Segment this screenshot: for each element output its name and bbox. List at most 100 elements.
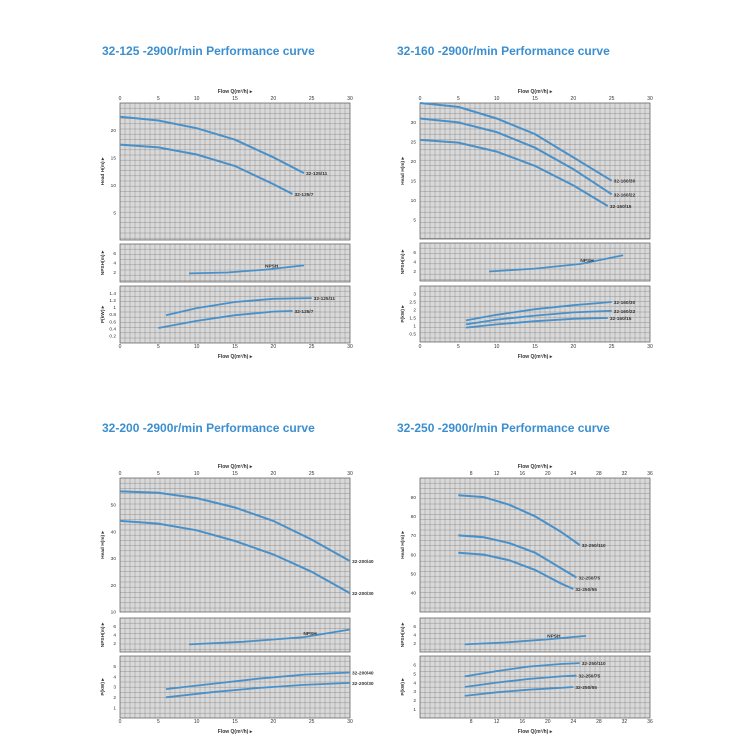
head-y-axis-title: Head H(m) ▸ — [400, 531, 406, 559]
x-tick-label-top: 30 — [347, 471, 353, 477]
npsh-y-axis-title: NPSH(m) ▸ — [100, 622, 106, 647]
x-tick-label-top: 32 — [622, 471, 628, 477]
x-tick-label-bottom: 15 — [232, 344, 238, 350]
x-tick-label-bottom: 10 — [494, 344, 500, 350]
x-tick-label-top: 0 — [419, 96, 422, 102]
power-y-axis-title: P(kW) ▸ — [100, 305, 106, 323]
head-series-label: 32-250/110 — [582, 543, 606, 549]
x-tick-label-bottom: 5 — [157, 719, 160, 725]
chart-panel-32-160: 32-160 -2900r/min Performance curve 0 0 5 5… — [375, 0, 750, 375]
head-series-label: 32-250/75 — [579, 576, 601, 582]
x-tick-label-bottom: 32 — [622, 719, 628, 725]
x-tick-label-bottom: 25 — [309, 344, 315, 350]
power-y-axis-title: P(kW) ▸ — [100, 678, 106, 696]
x-tick-label-top: 36 — [647, 471, 653, 477]
x-tick-label-top: 15 — [532, 96, 538, 102]
x-tick-label-bottom: 5 — [157, 344, 160, 350]
power-y-tick-label: 5 — [113, 664, 116, 670]
x-tick-label-top: 20 — [545, 471, 551, 477]
head-y-tick-label: 10 — [411, 198, 417, 204]
npsh-y-tick-label: 4 — [413, 260, 416, 266]
power-series-label: 32-160/22 — [614, 309, 636, 315]
power-y-tick-label: 1 — [413, 324, 416, 330]
head-y-tick-label: 10 — [111, 183, 117, 189]
power-y-tick-label: 3 — [413, 292, 416, 298]
x-tick-label-top: 8 — [470, 471, 473, 477]
npsh-curve-label: NPSH — [265, 264, 279, 270]
power-curve-32-160-30 — [465, 301, 612, 322]
npsh-curve — [188, 264, 305, 275]
head-y-axis-title: Head H(m) ▸ — [400, 157, 406, 185]
x-tick-label-top: 25 — [309, 471, 315, 477]
power-y-tick-label: 3 — [113, 685, 116, 691]
power-y-tick-label: 0.6 — [109, 319, 116, 325]
power-y-tick-label: 0.4 — [109, 326, 116, 332]
npsh-curve — [488, 254, 624, 273]
x-tick-label-top: 30 — [647, 96, 653, 102]
x-tick-label-top: 5 — [157, 471, 160, 477]
npsh-y-tick-label: 6 — [413, 250, 416, 256]
x-tick-label-top: 25 — [609, 96, 615, 102]
head-curve-32-200-40 — [119, 490, 351, 562]
npsh-y-tick-label: 2 — [413, 641, 416, 647]
chart-title: 32-250 -2900r/min Performance curve — [397, 421, 610, 435]
head-series-label: 32-160/30 — [614, 179, 636, 185]
x-tick-label-bottom: 16 — [519, 719, 525, 725]
head-curve-32-250-55 — [458, 551, 574, 590]
x-tick-label-bottom: 20 — [271, 719, 277, 725]
chart-title: 32-125 -2900r/min Performance curve — [102, 44, 315, 58]
npsh-y-tick-label: 2 — [113, 270, 116, 276]
head-series-label: 32-200/30 — [352, 591, 374, 597]
head-y-tick-label: 60 — [411, 552, 417, 558]
head-y-tick-label: 40 — [411, 591, 417, 597]
x-tick-label-bottom: 0 — [119, 344, 122, 350]
x-tick-label-bottom: 30 — [347, 344, 353, 350]
head-series-label: 32-160/15 — [610, 204, 632, 210]
x-tick-label-bottom: 20 — [545, 719, 551, 725]
x-tick-label-top: 10 — [494, 96, 500, 102]
head-curve-32-125-7 — [119, 143, 293, 195]
power-series-label: 32-250/75 — [579, 673, 601, 679]
x-tick-label-bottom: 25 — [609, 344, 615, 350]
power-y-tick-label: 0.5 — [409, 332, 416, 338]
power-curve-32-160-22 — [465, 309, 612, 326]
head-y-tick-label: 30 — [111, 556, 117, 562]
x-tick-label-bottom: 10 — [194, 344, 200, 350]
power-y-axis-title: P(kW) ▸ — [400, 678, 406, 696]
power-series-label: 32-250/110 — [582, 661, 606, 667]
head-y-tick-label: 25 — [411, 140, 417, 146]
x-axis-title-bottom: Flow Q(m³/h) ▸ — [518, 354, 553, 360]
chart-panel-32-200: 32-200 -2900r/min Performance curve 0 0 5 5… — [0, 375, 375, 750]
x-tick-label-bottom: 10 — [194, 719, 200, 725]
head-curve-32-160-15 — [419, 138, 609, 207]
x-axis-title-bottom: Flow Q(m³/h) ▸ — [218, 354, 253, 360]
x-tick-label-bottom: 30 — [347, 719, 353, 725]
x-tick-label-top: 24 — [571, 471, 577, 477]
x-axis-title-top: Flow Q(m³/h) ▸ — [518, 464, 553, 470]
x-tick-label-bottom: 30 — [647, 344, 653, 350]
power-y-axis-title: P(kW) ▸ — [400, 305, 406, 323]
head-series-label: 32-250/55 — [575, 587, 597, 593]
x-tick-label-top: 5 — [457, 96, 460, 102]
head-y-axis-title: Head H(m) ▸ — [100, 157, 106, 185]
power-series-label: 32-160/30 — [614, 300, 636, 306]
x-tick-label-top: 30 — [347, 96, 353, 102]
chart-title: 32-200 -2900r/min Performance curve — [102, 421, 315, 435]
power-series-label: 32-125/11 — [314, 296, 336, 302]
x-tick-label-bottom: 15 — [532, 344, 538, 350]
power-series-label: 32-200/40 — [352, 671, 374, 677]
x-tick-label-bottom: 0 — [419, 344, 422, 350]
x-tick-label-bottom: 8 — [470, 719, 473, 725]
x-tick-label-top: 0 — [119, 96, 122, 102]
power-series-label: 32-250/55 — [575, 685, 597, 691]
x-tick-label-bottom: 0 — [119, 719, 122, 725]
npsh-curve — [188, 628, 351, 646]
power-curve-32-250-55 — [464, 686, 574, 697]
power-y-tick-label: 0.8 — [109, 312, 116, 318]
power-y-tick-label: 2 — [413, 698, 416, 704]
